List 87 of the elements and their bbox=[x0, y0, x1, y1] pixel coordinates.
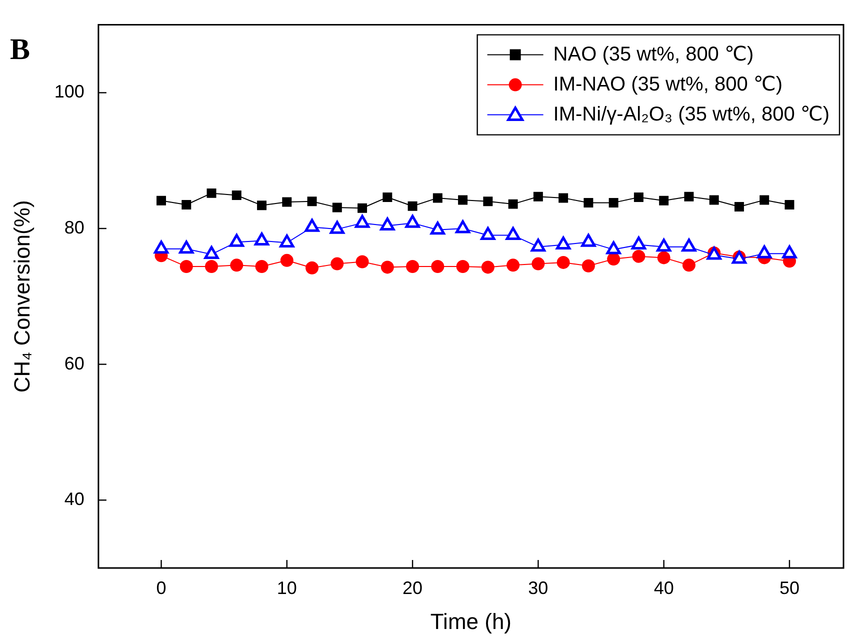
point bbox=[280, 254, 294, 267]
point bbox=[330, 220, 344, 234]
point bbox=[631, 236, 646, 250]
point bbox=[584, 198, 594, 208]
point bbox=[204, 246, 219, 260]
point bbox=[406, 260, 420, 274]
point bbox=[784, 200, 794, 210]
point bbox=[358, 203, 368, 213]
point bbox=[632, 250, 646, 263]
point bbox=[682, 238, 696, 252]
legend-label: IM-Ni/γ-Al₂O₃ (35 wt%, 800 ℃) bbox=[553, 103, 830, 126]
point bbox=[154, 240, 169, 254]
y-tick-label: 80 bbox=[64, 217, 84, 238]
point bbox=[282, 197, 292, 207]
point bbox=[432, 193, 442, 203]
point bbox=[304, 218, 320, 232]
point bbox=[179, 240, 194, 254]
point bbox=[356, 255, 369, 268]
point bbox=[182, 200, 192, 210]
x-axis-title: Time (h) bbox=[430, 608, 512, 634]
point bbox=[760, 195, 770, 205]
point bbox=[556, 256, 570, 269]
point bbox=[257, 200, 267, 210]
x-tick-label: 0 bbox=[156, 578, 166, 598]
point bbox=[556, 236, 571, 250]
point bbox=[456, 260, 470, 274]
point bbox=[280, 234, 294, 248]
point bbox=[581, 234, 596, 247]
point bbox=[480, 227, 496, 240]
point bbox=[582, 259, 595, 272]
x-tick-label: 40 bbox=[654, 578, 674, 598]
point bbox=[380, 218, 395, 231]
point bbox=[508, 199, 518, 209]
x-tick-label: 30 bbox=[528, 578, 548, 598]
point bbox=[659, 196, 669, 206]
legend-label: NAO (35 wt%, 800 ℃) bbox=[553, 43, 754, 66]
point bbox=[532, 257, 545, 270]
x-tick-label: 50 bbox=[779, 578, 800, 598]
point bbox=[608, 198, 618, 208]
y-tick-label: 100 bbox=[54, 82, 84, 102]
point bbox=[558, 193, 568, 203]
point bbox=[380, 260, 394, 274]
point bbox=[307, 196, 317, 206]
point bbox=[430, 222, 445, 235]
point bbox=[206, 188, 216, 198]
point bbox=[757, 245, 772, 258]
point bbox=[382, 192, 392, 202]
point bbox=[458, 195, 468, 205]
y-tick-label: 60 bbox=[64, 353, 84, 374]
point bbox=[530, 238, 546, 252]
point bbox=[431, 260, 444, 274]
x-tick-label: 20 bbox=[402, 578, 423, 598]
y-axis-title: CH₄ Conversion(%) bbox=[9, 200, 34, 393]
point bbox=[229, 234, 244, 247]
point bbox=[156, 196, 166, 206]
point bbox=[205, 260, 218, 274]
point bbox=[254, 232, 270, 246]
point bbox=[734, 202, 744, 212]
point bbox=[657, 251, 670, 264]
x-tick-label: 10 bbox=[276, 578, 297, 598]
point bbox=[607, 252, 620, 266]
point bbox=[709, 195, 719, 205]
point bbox=[506, 258, 520, 272]
y-tick-label: 40 bbox=[64, 489, 84, 510]
point bbox=[255, 260, 268, 274]
point bbox=[634, 192, 644, 202]
point bbox=[455, 220, 470, 234]
point bbox=[180, 260, 193, 274]
point bbox=[232, 190, 242, 200]
point bbox=[481, 260, 494, 274]
point bbox=[354, 214, 370, 228]
point bbox=[405, 214, 420, 228]
point bbox=[782, 245, 797, 258]
point bbox=[332, 202, 342, 212]
point bbox=[606, 241, 621, 254]
point bbox=[330, 257, 344, 270]
point bbox=[682, 258, 696, 272]
point bbox=[684, 192, 694, 202]
text: B bbox=[10, 32, 30, 66]
point bbox=[306, 261, 319, 274]
point bbox=[506, 227, 520, 240]
point bbox=[408, 201, 418, 211]
point bbox=[483, 196, 493, 206]
point bbox=[230, 258, 244, 272]
point bbox=[656, 238, 672, 252]
point bbox=[533, 192, 543, 202]
legend-label: IM-NAO (35 wt%, 800 ℃) bbox=[553, 73, 782, 96]
